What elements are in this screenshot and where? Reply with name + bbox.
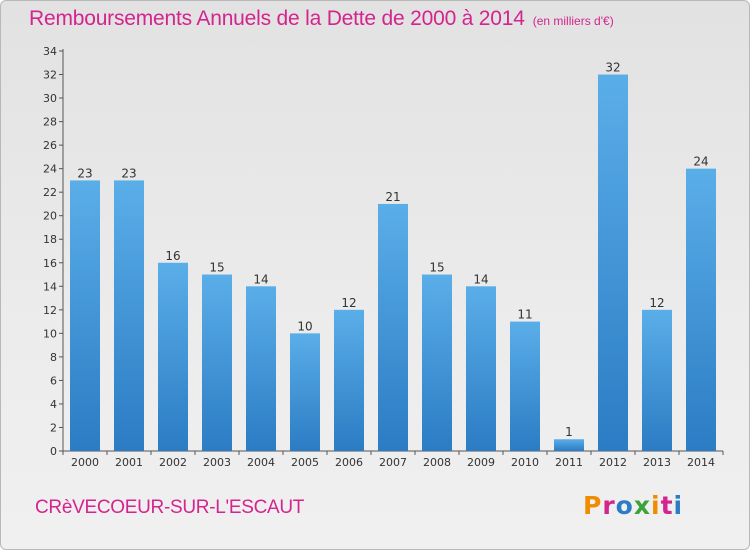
y-tick-label: 20 <box>43 210 57 223</box>
chart-subtitle: (en milliers d'€) <box>532 14 614 28</box>
y-tick-label: 14 <box>43 280 57 293</box>
value-label-2014: 24 <box>693 155 708 169</box>
logo-letter: i <box>673 491 684 520</box>
x-tick-label-2014: 2014 <box>687 456 715 469</box>
y-tick-label: 26 <box>43 139 57 152</box>
y-tick-label: 6 <box>50 374 57 387</box>
logo-letter: r <box>602 491 616 520</box>
bar-2001 <box>114 180 144 452</box>
x-tick-label-2004: 2004 <box>247 456 275 469</box>
y-tick-label: 16 <box>43 257 57 270</box>
bar-2004 <box>246 286 276 451</box>
value-label-2007: 21 <box>385 190 400 204</box>
x-tick-label-2005: 2005 <box>291 456 319 469</box>
value-label-2004: 14 <box>253 272 268 286</box>
y-tick-label: 24 <box>43 163 57 176</box>
commune-name: CRèVECOEUR-SUR-L'ESCAUT <box>35 497 305 518</box>
bar-2008 <box>422 274 452 451</box>
value-label-2010: 11 <box>517 308 532 322</box>
value-label-2002: 16 <box>165 249 180 263</box>
chart-title: Remboursements Annuels de la Dette de 20… <box>29 7 614 31</box>
value-label-2001: 23 <box>121 166 136 180</box>
logo-letter: o <box>615 491 634 520</box>
bar-2011 <box>554 439 584 451</box>
bar-2013 <box>642 309 672 451</box>
bar-2003 <box>202 274 232 451</box>
y-tick-label: 22 <box>43 186 57 199</box>
value-label-2008: 15 <box>429 261 444 275</box>
x-tick-label-2013: 2013 <box>643 456 671 469</box>
value-label-2012: 32 <box>605 61 620 75</box>
bar-2005 <box>290 333 320 451</box>
y-tick-label: 34 <box>43 45 57 58</box>
y-tick-label: 8 <box>50 351 57 364</box>
bar-2007 <box>378 203 408 451</box>
chart-labels: 23 2000 23 2001 16 2002 15 2003 14 2004 10 2005 12 20… <box>71 61 715 469</box>
bar-2009 <box>466 286 496 451</box>
x-tick-label-2002: 2002 <box>159 456 187 469</box>
x-tick-label-2001: 2001 <box>115 456 143 469</box>
x-tick-label-2000: 2000 <box>71 456 99 469</box>
value-label-2003: 15 <box>209 261 224 275</box>
x-tick-label-2012: 2012 <box>599 456 627 469</box>
bar-2014 <box>686 168 716 451</box>
x-tick-label-2009: 2009 <box>467 456 495 469</box>
y-tick-label: 2 <box>50 421 57 434</box>
chart-bars <box>70 74 716 452</box>
x-tick-label-2003: 2003 <box>203 456 231 469</box>
y-tick-label: 30 <box>43 92 57 105</box>
value-label-2013: 12 <box>649 296 664 310</box>
y-tick-label: 28 <box>43 116 57 129</box>
logo-letter: x <box>633 491 651 520</box>
value-label-2011: 1 <box>565 425 573 439</box>
bar-2002 <box>158 262 188 451</box>
y-tick-label: 12 <box>43 304 57 317</box>
x-tick-label-2011: 2011 <box>555 456 583 469</box>
y-tick-label: 32 <box>43 69 57 82</box>
value-label-2006: 12 <box>341 296 356 310</box>
bar-2010 <box>510 321 540 451</box>
value-label-2000: 23 <box>77 166 92 180</box>
y-tick-label: 10 <box>43 327 57 340</box>
y-tick-label: 0 <box>50 445 57 458</box>
bar-2012 <box>598 74 628 451</box>
logo-letter: P <box>583 491 603 520</box>
logo-letter: t <box>660 491 674 520</box>
x-tick-label-2008: 2008 <box>423 456 451 469</box>
logo-letter: i <box>651 491 661 520</box>
chart-title-text: Remboursements Annuels de la Dette de 20… <box>29 7 525 30</box>
bar-2006 <box>334 309 364 451</box>
value-label-2005: 10 <box>297 319 312 333</box>
y-tick-label: 18 <box>43 233 57 246</box>
bar-2000 <box>70 180 100 452</box>
value-label-2009: 14 <box>473 272 488 286</box>
x-tick-label-2010: 2010 <box>511 456 539 469</box>
x-tick-label-2006: 2006 <box>335 456 363 469</box>
y-tick-label: 4 <box>50 398 57 411</box>
x-tick-label-2007: 2007 <box>379 456 407 469</box>
proxiti-logo: Proxiti <box>583 491 683 520</box>
